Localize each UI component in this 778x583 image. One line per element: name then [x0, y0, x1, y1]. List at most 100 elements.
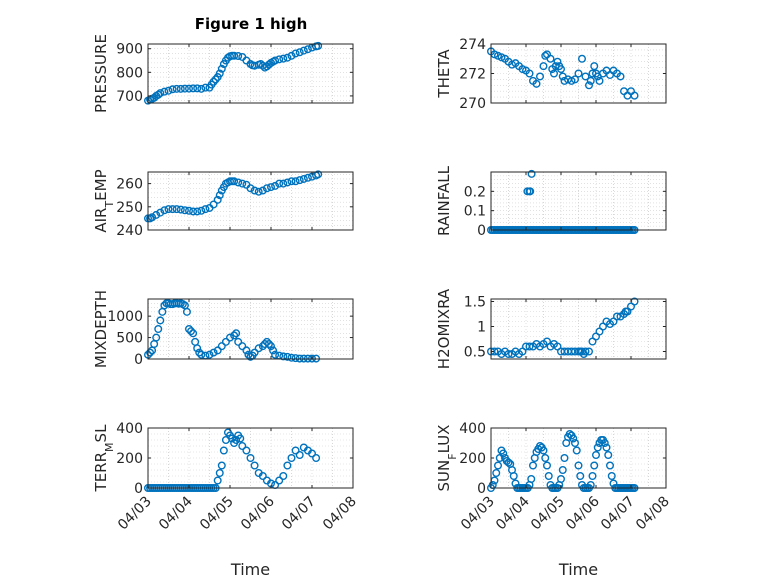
- data-point: [193, 84, 202, 93]
- data-point: [189, 207, 198, 216]
- data-point: [593, 443, 602, 452]
- data-point: [557, 65, 566, 74]
- data-point: [242, 346, 251, 355]
- data-point: [164, 205, 173, 214]
- data-point: [213, 346, 222, 355]
- data-point: [258, 186, 267, 195]
- data-point: [168, 85, 177, 94]
- data-point: [585, 81, 594, 90]
- data-point: [176, 205, 185, 214]
- data-point: [254, 344, 263, 353]
- data-point: [187, 327, 196, 336]
- data-point: [291, 446, 300, 455]
- data-point: [590, 62, 599, 71]
- data-point: [287, 177, 296, 186]
- data-point: [550, 69, 559, 78]
- data-point: [225, 333, 234, 342]
- y-tick-label: 900: [116, 42, 143, 58]
- data-point: [303, 173, 312, 182]
- data-point: [525, 69, 534, 78]
- data-point: [314, 41, 323, 50]
- data-point: [238, 342, 247, 351]
- data-point: [197, 206, 206, 215]
- data-point: [271, 181, 280, 190]
- data-point: [267, 183, 276, 192]
- data-point: [275, 179, 284, 188]
- data-point: [571, 439, 580, 448]
- axes-box: [490, 171, 667, 231]
- data-point: [595, 76, 604, 85]
- data-point: [291, 354, 300, 363]
- data-point: [504, 458, 513, 467]
- y-tick-label: 250: [116, 200, 143, 216]
- y-axis-label: THETA: [435, 49, 453, 99]
- data-point: [209, 200, 218, 209]
- data-point: [590, 461, 599, 470]
- data-point: [232, 436, 241, 445]
- data-point: [250, 348, 259, 357]
- data-point: [184, 84, 193, 93]
- data-point: [262, 184, 271, 193]
- data-point: [279, 179, 288, 188]
- data-point: [539, 62, 548, 71]
- data-point: [308, 449, 317, 458]
- data-point: [275, 55, 284, 64]
- data-point: [205, 350, 214, 359]
- data-point: [269, 346, 278, 355]
- data-point: [527, 169, 536, 178]
- data-point: [600, 439, 609, 448]
- data-point: [180, 84, 189, 93]
- data-point: [560, 454, 569, 463]
- axes-box: [147, 171, 354, 231]
- data-point: [569, 434, 578, 443]
- data-point: [160, 87, 169, 96]
- data-point: [250, 186, 259, 195]
- data-point: [258, 472, 267, 481]
- data-point: [526, 187, 535, 196]
- data-point: [184, 325, 193, 334]
- data-point: [217, 461, 226, 470]
- data-point: [219, 446, 228, 455]
- axes-box: [490, 298, 667, 360]
- data-point: [254, 187, 263, 196]
- data-point: [217, 64, 226, 73]
- data-point: [184, 206, 193, 215]
- data-point: [154, 325, 163, 334]
- data-point: [283, 53, 292, 62]
- data-point: [314, 170, 323, 179]
- data-point: [180, 206, 189, 215]
- data-point: [164, 86, 173, 95]
- data-point: [299, 174, 308, 183]
- y-axis-label: RAINFALL: [435, 165, 453, 236]
- data-point: [557, 475, 566, 484]
- data-point: [299, 46, 308, 55]
- y-tick-label: 0: [134, 352, 143, 368]
- data-point: [509, 472, 518, 481]
- axes-box: [147, 298, 354, 360]
- data-point: [283, 461, 292, 470]
- data-point: [238, 442, 247, 451]
- y-axis-label: SUNFLUX: [435, 425, 459, 492]
- data-point: [234, 337, 243, 346]
- data-point: [529, 461, 538, 470]
- data-point: [544, 472, 553, 481]
- data-point: [197, 350, 206, 359]
- data-point: [156, 89, 165, 98]
- data-point: [246, 184, 255, 193]
- y-tick-label: 260: [116, 177, 143, 193]
- data-point: [572, 446, 581, 455]
- y-tick-label: 0: [134, 481, 143, 497]
- data-point: [182, 307, 191, 316]
- data-point: [156, 208, 165, 217]
- data-point: [287, 51, 296, 60]
- data-point: [176, 84, 185, 93]
- data-point: [201, 205, 210, 214]
- y-tick-label: 700: [116, 89, 143, 105]
- data-point: [152, 333, 161, 342]
- data-point: [494, 461, 503, 470]
- data-point: [232, 329, 241, 338]
- figure-title: Figure 1 high: [195, 15, 308, 33]
- y-axis-label: AIRTEMP: [92, 169, 116, 232]
- data-point: [630, 91, 639, 100]
